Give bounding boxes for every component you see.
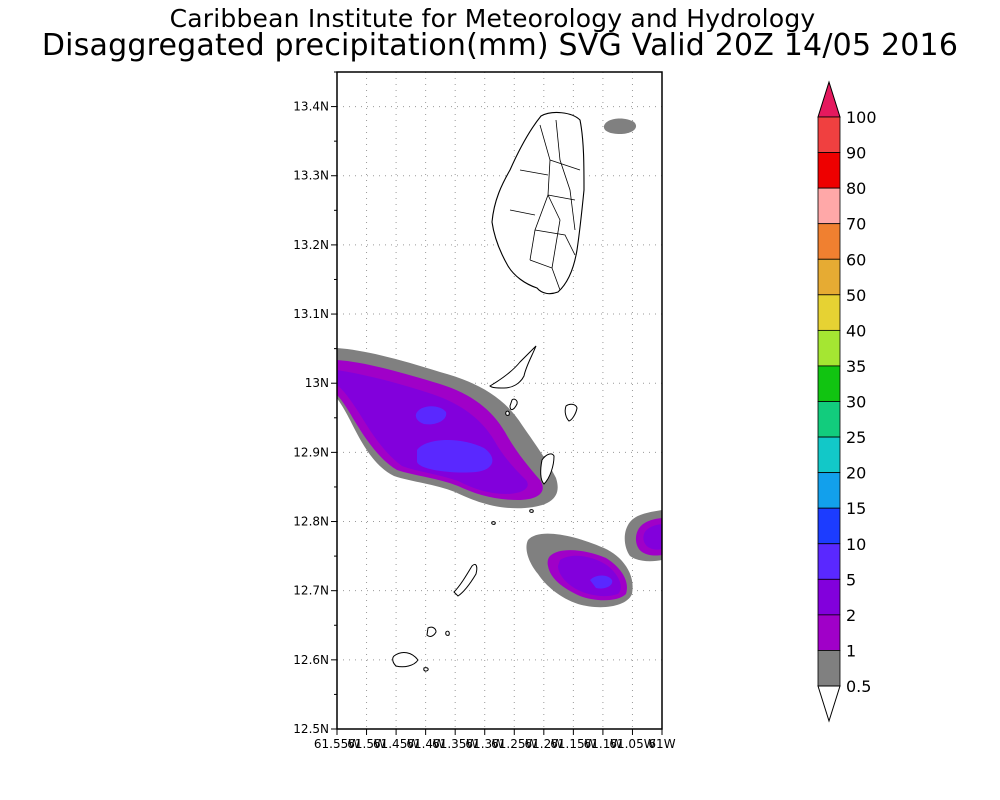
lat-tick-label: 13.1N [293, 307, 329, 321]
lat-tick-label: 12.6N [293, 653, 329, 667]
colorbar-under-arrow [817, 685, 841, 723]
lon-tick-label: 61.3W [465, 737, 504, 751]
colorbar-label: 80 [846, 179, 866, 198]
colorbar-swatch [817, 650, 841, 687]
precip-contour-5-b [590, 575, 613, 589]
bequia [489, 345, 537, 389]
colorbar-label: 5 [846, 570, 856, 589]
carriacou [392, 652, 419, 668]
mustique [564, 403, 578, 422]
colorbar-swatch [817, 329, 841, 367]
colorbar: 100 90 80 70 60 50 40 35 30 25 20 15 10 5 2 1 0.5 [817, 80, 877, 723]
lon-tick-label: 61.1W [584, 737, 623, 751]
lon-tick-label: 61.5W [347, 737, 386, 751]
canouan [540, 453, 555, 485]
lat-tick-label: 13.2N [293, 238, 329, 252]
colorbar-label: 50 [846, 286, 866, 305]
union-island [453, 563, 478, 597]
lon-tick-label: 61.45W [373, 737, 419, 751]
colorbar-swatch [817, 294, 841, 331]
petit-martinique [426, 626, 437, 637]
lon-tick-label: 61.55W [314, 737, 360, 751]
colorbar-label: 10 [846, 535, 866, 554]
lon-tick-label: 61.35W [432, 737, 478, 751]
colorbar-label: 100 [846, 108, 877, 127]
lon-tick-label: 61.2W [525, 737, 564, 751]
colorbar-swatch [817, 472, 841, 509]
precip-contour-0.5-d [603, 118, 637, 134]
colorbar-swatch [817, 436, 841, 474]
precip-contour-5a [417, 439, 493, 473]
lat-tick-label: 12.9N [293, 445, 329, 459]
colorbar-over-arrow [817, 80, 841, 118]
colorbar-label: 35 [846, 357, 866, 376]
colorbar-swatch [817, 507, 841, 545]
colorbar-label: 25 [846, 428, 866, 447]
st-vincent-island [491, 111, 585, 295]
colorbar-label: 90 [846, 144, 866, 163]
colorbar-label: 40 [846, 321, 866, 340]
colorbar-label: 30 [846, 393, 866, 412]
colorbar-swatch [817, 258, 841, 296]
lon-tick-label: 61.15W [550, 737, 596, 751]
colorbar-swatch [817, 543, 841, 580]
latitude-axis: 13.4N 13.3N 13.2N 13.1N 13N 12.9N 12.8N 12.7N 12… [293, 71, 337, 736]
colorbar-swatch [817, 614, 841, 651]
colorbar-label: 15 [846, 499, 866, 518]
lat-tick-label: 13.3N [293, 169, 329, 183]
lon-tick-label: 61.4W [406, 737, 445, 751]
colorbar-swatch [817, 152, 841, 189]
colorbar-label: 20 [846, 464, 866, 483]
map-subtitle: Disaggregated precipitation(mm) SVG Vali… [41, 28, 959, 63]
colorbar-label: 70 [846, 215, 866, 234]
lon-tick-label: 61W [648, 737, 675, 751]
lat-tick-label: 12.5N [293, 722, 329, 736]
lat-tick-label: 13N [305, 376, 329, 390]
grenadines-islands [392, 345, 578, 672]
lon-tick-label: 61.05W [609, 737, 655, 751]
colorbar-swatch [817, 365, 841, 402]
lat-tick-label: 13.4N [293, 100, 329, 114]
lat-tick-label: 12.7N [293, 584, 329, 598]
colorbar-swatch [817, 116, 841, 153]
lat-tick-label: 12.8N [293, 515, 329, 529]
colorbar-label: 60 [846, 250, 866, 269]
precipitation-field [337, 111, 662, 672]
colorbar-label: 1 [846, 641, 856, 660]
colorbar-label: 0.5 [846, 677, 871, 696]
plot-frame [336, 71, 663, 730]
colorbar-label: 2 [846, 606, 856, 625]
lon-tick-label: 61.25W [491, 737, 537, 751]
precip-contour-2-c [643, 524, 662, 550]
colorbar-swatch [817, 187, 841, 225]
precip-contour-5b [415, 406, 447, 425]
colorbar-swatch [817, 578, 841, 616]
colorbar-swatch [817, 223, 841, 260]
longitude-axis: 61.55W61.5W61.45W61.4W61.35W61.3W61.25W6… [314, 729, 676, 751]
colorbar-swatch [817, 401, 841, 438]
map-title: Caribbean Institute for Meteorology and … [169, 4, 816, 33]
